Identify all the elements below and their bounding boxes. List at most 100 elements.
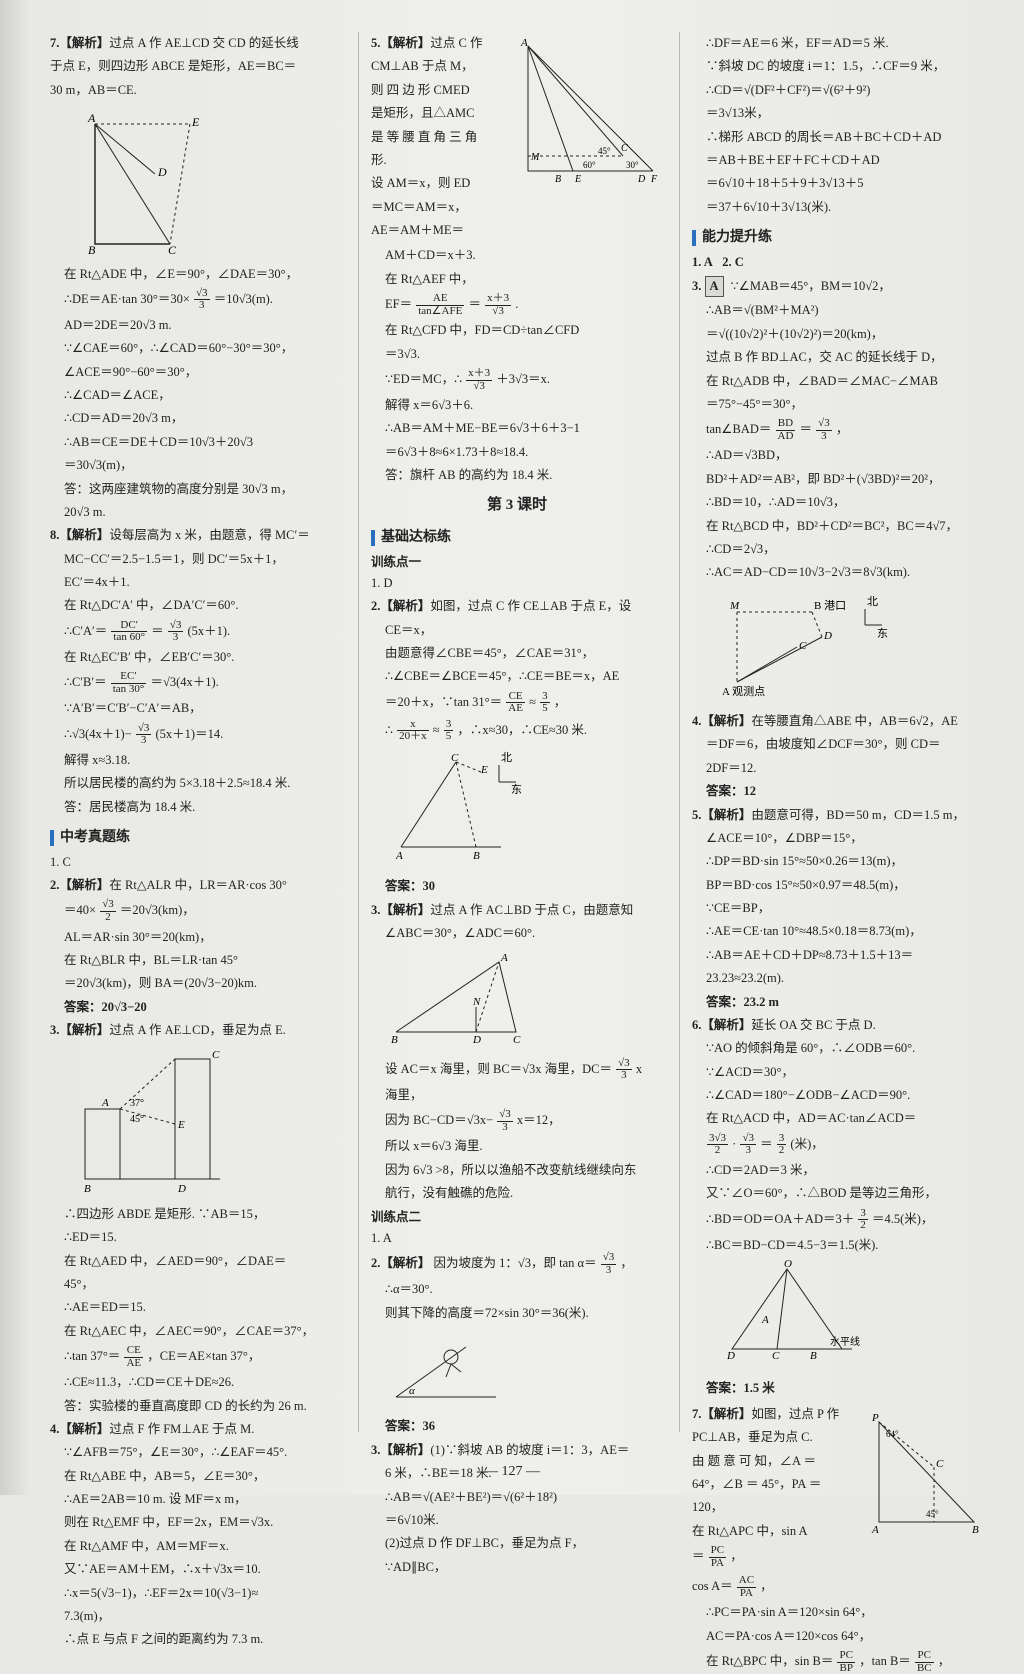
c1q3-l4: 在 Rt△AED 中，∠AED＝90°，∠DAE＝ xyxy=(50,1252,342,1271)
c1q3-l8: ∴tan 37°＝ CEAE ，CE＝AE×tan 37°， xyxy=(50,1345,342,1369)
svg-text:A 观测点: A 观测点 xyxy=(722,685,765,698)
svg-text:C: C xyxy=(451,752,459,764)
c3q5-head: 5.【解析】由题意可得，BD＝50 m，CD＝1.5 m， xyxy=(692,806,984,825)
svg-text:M: M xyxy=(530,152,540,163)
c1q3-l10: 答：实验楼的垂直高度即 CD 的长约为 26 m. xyxy=(50,1397,342,1416)
q7-l2: 于点 E，则四边形 ABCE 是矩形，AE＝BC＝ xyxy=(50,57,342,76)
c2q3-head: 3.【解析】过点 A 作 AC⊥BD 于点 C，由题意知 xyxy=(371,901,663,920)
svg-text:37°: 37° xyxy=(130,1098,144,1109)
zk-a2l5: ＝20√3(km)，则 BA＝(20√3−20)km. xyxy=(50,974,342,993)
train-point-1: 训练点一 xyxy=(371,553,663,572)
c3q7-l8: cos A＝ ACPA ， xyxy=(692,1575,984,1599)
c1q4-l2: ∵∠AFB＝75°，∠E＝30°，∴∠EAF＝45°. xyxy=(50,1443,342,1462)
c1q4-l10: ∴点 E 与点 F 之间的距离约为 7.3 m. xyxy=(50,1630,342,1649)
c1q3-diagram: A 37° 45° E C B D xyxy=(60,1044,342,1200)
zk-a2l4: 在 Rt△BLR 中，BL＝LR·tan 45° xyxy=(50,951,342,970)
zk-a2l3: AL＝AR·sin 30°＝20(km)， xyxy=(50,928,342,947)
three-column-layout: 7.【解析】过点 A 作 AE⊥CD 交 CD 的延长线 于点 E，则四边形 A… xyxy=(48,32,986,1432)
q7-l3: 30 m，AB＝CE. xyxy=(50,81,342,100)
section-nengli: 能力提升练 xyxy=(692,227,984,249)
svg-text:45°: 45° xyxy=(598,146,611,156)
q7-l9: ∴∠CAD＝∠ACE， xyxy=(50,386,342,405)
triangle-icon: N A B D C xyxy=(381,947,531,1047)
q8-l2: MC−CC′＝2.5−1.5＝1，则 DC′＝5x＋1， xyxy=(50,550,342,569)
c3q7-l7: ＝ PCPA ， xyxy=(692,1545,848,1569)
c3q6-l6: 3√32 · √33 ＝ 32 (米)， xyxy=(692,1133,984,1157)
section-jichu: 基础达标练 xyxy=(371,527,663,549)
q8-l8: ∵A′B′＝C′B′−C′A′＝AB， xyxy=(50,699,342,718)
q7-l13: 答：这两座建筑物的高度分别是 30√3 m， xyxy=(50,480,342,499)
q7-tag: 7.【解析】 xyxy=(50,36,109,50)
svg-text:北: 北 xyxy=(867,595,878,608)
c2q3-diagram: N A B D C xyxy=(381,947,663,1053)
svg-text:A: A xyxy=(101,1097,109,1109)
svg-text:E: E xyxy=(177,1119,185,1131)
q8-l7: ∴C′B′＝ EC′tan 30° ＝√3(4x＋1). xyxy=(50,671,342,695)
zk-a2h: 2.【解析】在 Rt△ALR 中，LR＝AR·cos 30° xyxy=(50,876,342,895)
frac-icon: √33 xyxy=(194,288,210,312)
c1q3-head: 3.【解析】过点 A 作 AE⊥CD，垂足为点 E. xyxy=(50,1021,342,1040)
c1q4-l7: 又∵AE＝AM＋EM，∴x＋√3x＝10. xyxy=(50,1560,342,1579)
q7-l1: 过点 A 作 AE⊥CD 交 CD 的延长线 xyxy=(109,36,298,50)
svg-text:B: B xyxy=(810,1350,817,1362)
c1q3-l5: 45°， xyxy=(50,1275,342,1294)
c1q4-l4: ∴AE＝2AB＝10 m. 设 MF＝x m， xyxy=(50,1490,342,1509)
q8-l3: EC′＝4x＋1. xyxy=(50,573,342,592)
c1q3-l6: ∴AE＝ED＝15. xyxy=(50,1298,342,1317)
triangle-icon: A E D B C xyxy=(60,104,210,254)
section-zhongkao: 中考真题练 xyxy=(50,827,342,849)
svg-text:C: C xyxy=(212,1049,220,1061)
c2q2-head: 2.【解析】如图，过点 C 作 CE⊥AB 于点 E，设 xyxy=(371,597,663,616)
q7-l14: 20√3 m. xyxy=(50,503,342,522)
c2q3b-head: 3.【解析】(1)∵斜坡 AB 的坡度 i＝1：3，AE＝ xyxy=(371,1441,663,1460)
svg-text:45°: 45° xyxy=(926,1509,939,1519)
q5-l15: ∵ED＝MC，∴ x＋3√3 ＋3√3＝x. xyxy=(371,368,663,392)
c2q2b-head: 2.【解析】 因为坡度为 1：√3，即 tan α＝ √33 ， xyxy=(371,1252,663,1276)
c2q2-diagram: C E A B 北 东 xyxy=(381,747,663,873)
answer-box: A xyxy=(705,276,724,297)
zk-a2ans: 答案：20√3−20 xyxy=(50,998,342,1017)
svg-text:C: C xyxy=(772,1350,780,1362)
column-1: 7.【解析】过点 A 作 AE⊥CD 交 CD 的延长线 于点 E，则四边形 A… xyxy=(48,32,344,1432)
train-point-2: 训练点二 xyxy=(371,1208,663,1227)
q8-l4: 在 Rt△DC′A′ 中，∠DA′C′＝60°. xyxy=(50,596,342,615)
q7-l4: 在 Rt△ADE 中，∠E＝90°，∠DAE＝30°， xyxy=(50,265,342,284)
svg-text:D: D xyxy=(637,174,646,185)
building-icon: A 37° 45° E C B D xyxy=(60,1044,230,1194)
stripe-icon xyxy=(692,230,696,246)
q8-l11: 所以居民楼的高约为 5×3.18＋2.5≈18.4 米. xyxy=(50,774,342,793)
svg-text:B: B xyxy=(972,1524,979,1536)
c1q3-l9: ∴CE≈11.3，∴CD＝CE＋DE≈26. xyxy=(50,1373,342,1392)
c2q3-l3: 设 AC＝x 海里，则 BC＝√3x 海里，DC＝ √33 x xyxy=(371,1058,663,1082)
svg-text:α: α xyxy=(409,1385,415,1397)
c3q6-head: 6.【解析】延长 OA 交 BC 于点 D. xyxy=(692,1016,984,1035)
c3q7-l11: 在 Rt△BPC 中，sin B＝ PCBP ，tan B＝ PCBC ， xyxy=(692,1650,984,1674)
c2-a1: 1. D xyxy=(371,574,663,593)
c3q3-l7: tan∠BAD＝ BDAD ＝ √33 ， xyxy=(692,418,984,442)
svg-text:东: 东 xyxy=(511,783,522,796)
svg-text:A: A xyxy=(87,111,96,125)
svg-text:F: F xyxy=(650,174,658,185)
svg-text:D: D xyxy=(472,1034,481,1046)
c1q3-l3: ∴ED＝15. xyxy=(50,1228,342,1247)
c1q3-l2: ∴四边形 ABDE 是矩形. ∵AB＝15， xyxy=(50,1205,342,1224)
svg-text:D: D xyxy=(726,1350,735,1362)
svg-text:D: D xyxy=(157,165,167,179)
c3q3-diagram: M B 港口 C D A 观测点 北 东 xyxy=(702,587,984,708)
svg-text:B: B xyxy=(88,243,96,254)
svg-text:45°: 45° xyxy=(130,1114,144,1125)
c1q4-l8: ∴x＝5(√3−1)，∴EF＝2x＝10(√3−1)≈ xyxy=(50,1584,342,1603)
svg-text:E: E xyxy=(191,115,200,129)
svg-text:D: D xyxy=(177,1183,186,1194)
q7-l8: ∠ACE＝90°−60°＝30°， xyxy=(50,363,342,382)
svg-text:60°: 60° xyxy=(583,160,596,170)
q5-l12: EF＝ AEtan∠AFE ＝ x＋3√3 . xyxy=(371,293,663,317)
svg-text:C: C xyxy=(621,143,628,154)
q8-head: 8.【解析】设每层高为 x 米，由题意，得 MC′＝ xyxy=(50,526,342,545)
q7-l11: ∴AB＝CE＝DE＋CD＝10√3＋20√3 xyxy=(50,433,342,452)
svg-text:东: 东 xyxy=(877,627,888,640)
svg-text:N: N xyxy=(472,996,481,1008)
svg-text:A: A xyxy=(520,37,528,49)
c2q2b-diagram: α xyxy=(381,1327,663,1413)
c2q2-ans: 答案：30 xyxy=(371,877,663,896)
